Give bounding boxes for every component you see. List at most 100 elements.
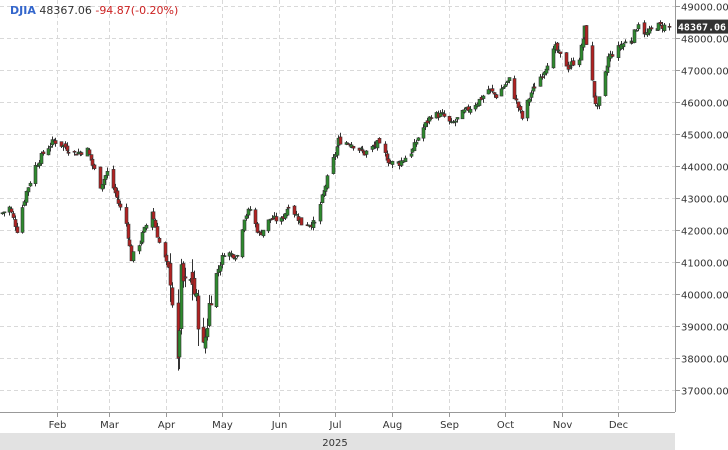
candle-body xyxy=(2,211,7,214)
candle-body xyxy=(520,110,525,119)
candle-body xyxy=(155,226,160,238)
candle-body xyxy=(244,215,249,219)
candle-body xyxy=(512,78,517,100)
year-bar xyxy=(0,433,675,450)
candle-body xyxy=(115,190,120,198)
x-tick-label: Apr xyxy=(158,420,176,431)
candle-body xyxy=(48,146,53,148)
candle-body xyxy=(584,25,589,45)
candle-body xyxy=(499,88,504,97)
y-tick-label: 40000.00 xyxy=(681,291,728,302)
candle-body xyxy=(11,213,16,218)
candle-body xyxy=(137,245,142,252)
candle-body xyxy=(338,136,343,145)
candle-body xyxy=(621,43,626,48)
grid-lines xyxy=(0,0,675,412)
price-axis-ticks: 37000.00 38000.00 39000.00 40000.00 41000.00… xyxy=(675,3,728,398)
candle-body xyxy=(203,336,208,349)
candle-body xyxy=(111,169,116,189)
candle-body xyxy=(131,251,136,262)
candle-body xyxy=(335,146,340,156)
symbol-label: DJIA xyxy=(10,4,36,17)
candle-body xyxy=(460,109,465,120)
candle-body xyxy=(421,127,426,139)
candle-body xyxy=(124,207,129,224)
candle-body xyxy=(192,277,197,295)
candle-body xyxy=(579,44,584,61)
candle-body xyxy=(468,108,473,113)
candle-body xyxy=(257,231,262,234)
candle-body xyxy=(248,209,253,211)
candle-body xyxy=(72,150,77,153)
candle-body xyxy=(346,143,351,145)
candle-body xyxy=(375,140,380,149)
x-tick-label: Jul xyxy=(328,420,341,431)
candle-body xyxy=(481,95,486,99)
x-tick-label: Aug xyxy=(383,420,403,431)
candle-body xyxy=(634,30,639,32)
candle-body xyxy=(606,56,611,68)
candle-body xyxy=(429,117,434,119)
candle-body xyxy=(597,96,602,106)
candle-body xyxy=(79,152,84,155)
y-tick-label: 43000.00 xyxy=(681,195,728,206)
candle-body xyxy=(28,182,33,187)
candle-body xyxy=(299,217,304,226)
y-tick-label: 41000.00 xyxy=(681,259,728,270)
candle-body xyxy=(571,60,576,66)
candle-body xyxy=(41,151,46,155)
candle-body xyxy=(285,208,290,216)
candle-body xyxy=(545,65,550,71)
candle-body xyxy=(383,143,388,153)
candle-body xyxy=(46,148,51,156)
candle-body xyxy=(39,152,44,164)
candle-body xyxy=(233,257,238,260)
candle-body xyxy=(416,137,421,141)
candle-body xyxy=(360,149,365,152)
x-tick-label: Jun xyxy=(271,420,288,431)
candle-body xyxy=(577,59,582,66)
candle-body xyxy=(505,80,510,84)
candle-body xyxy=(414,141,419,145)
candle-body xyxy=(177,330,182,358)
candle-body xyxy=(231,254,236,259)
candle-body xyxy=(364,150,369,155)
candle-body xyxy=(13,219,18,227)
candle-body xyxy=(116,199,121,204)
last-price-marker: 48367.06 xyxy=(677,19,728,34)
x-tick-label: Nov xyxy=(553,420,573,431)
candle-body xyxy=(442,113,447,117)
candle-body xyxy=(274,216,279,222)
candle-body xyxy=(331,157,336,174)
last-price-box xyxy=(677,19,728,34)
candle-body xyxy=(662,24,667,31)
candle-body xyxy=(532,86,537,89)
candle-body xyxy=(127,239,132,247)
candle-body xyxy=(87,149,92,155)
candle-body xyxy=(235,255,240,257)
candle-body xyxy=(370,146,375,150)
candle-body xyxy=(507,77,512,81)
year-label: 2025 xyxy=(322,438,347,449)
x-tick-label: Mar xyxy=(100,420,120,431)
candle-body xyxy=(181,263,186,282)
candle-body xyxy=(105,171,110,176)
candle-body xyxy=(556,49,561,52)
candle-body xyxy=(390,160,395,165)
candle-body xyxy=(603,71,608,96)
candle-body xyxy=(164,254,169,262)
candle-body xyxy=(242,219,247,231)
candle-body xyxy=(90,158,95,166)
y-tick-label: 38000.00 xyxy=(681,355,728,366)
candle-body xyxy=(447,115,452,122)
candle-body xyxy=(59,141,64,147)
candle-body xyxy=(649,27,654,30)
candle-body xyxy=(24,190,29,203)
year-bar-corner xyxy=(675,412,728,450)
candle-body xyxy=(53,140,58,144)
candle-body xyxy=(292,205,297,215)
candle-body xyxy=(656,22,661,31)
candle-body xyxy=(642,22,647,35)
candle-body xyxy=(261,229,266,237)
